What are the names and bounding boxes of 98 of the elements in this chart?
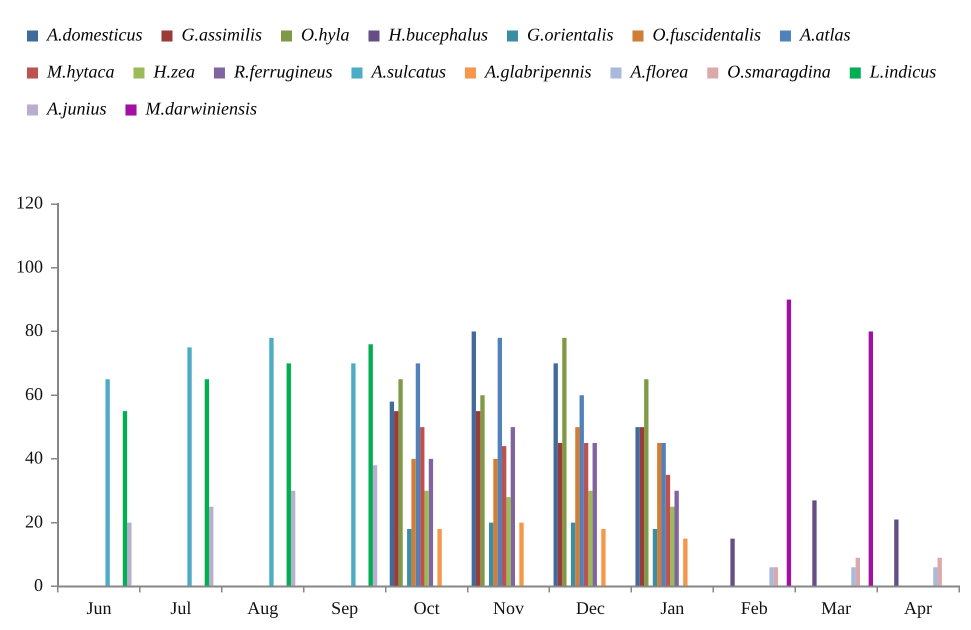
x-tick-label: Feb bbox=[740, 598, 768, 618]
bar bbox=[580, 395, 584, 586]
bar bbox=[424, 490, 429, 586]
legend-label: A.domesticus bbox=[46, 24, 142, 45]
bar bbox=[894, 519, 899, 586]
bar bbox=[411, 458, 416, 586]
bar bbox=[588, 490, 593, 586]
bar bbox=[488, 522, 494, 586]
bar bbox=[683, 538, 688, 586]
bar bbox=[812, 500, 817, 586]
bar bbox=[420, 427, 424, 586]
bar bbox=[635, 427, 640, 586]
bar bbox=[570, 522, 576, 586]
x-tick-label: Jun bbox=[86, 598, 112, 618]
bar bbox=[674, 490, 679, 586]
legend-label: L.indicus bbox=[868, 62, 936, 82]
bar bbox=[652, 529, 658, 586]
bar bbox=[416, 363, 420, 586]
bar bbox=[290, 490, 296, 586]
y-tick-label: 20 bbox=[25, 511, 43, 532]
x-tick-label: Oct bbox=[414, 598, 440, 618]
bar bbox=[657, 443, 662, 586]
bar bbox=[938, 558, 942, 586]
bar bbox=[730, 538, 735, 586]
bar bbox=[476, 411, 480, 586]
bar bbox=[554, 363, 558, 586]
bar bbox=[640, 427, 644, 586]
legend-label: A.sulcatus bbox=[370, 62, 446, 82]
legend-label: A.glabripennis bbox=[484, 62, 592, 82]
bar bbox=[437, 529, 442, 586]
bar bbox=[786, 300, 792, 586]
x-tick-label: Jan bbox=[660, 598, 684, 618]
bar bbox=[661, 443, 666, 586]
legend-label: A.florea bbox=[629, 62, 688, 82]
bar bbox=[769, 567, 774, 586]
y-tick-label: 80 bbox=[25, 320, 43, 340]
bar bbox=[670, 506, 674, 586]
bar bbox=[933, 567, 938, 586]
bar bbox=[286, 363, 291, 586]
bar bbox=[372, 465, 378, 586]
bar bbox=[105, 379, 110, 586]
bar bbox=[407, 529, 412, 586]
bar bbox=[584, 443, 588, 586]
bar bbox=[394, 411, 398, 586]
bar bbox=[666, 474, 670, 586]
bar bbox=[575, 427, 580, 586]
bar bbox=[510, 427, 516, 586]
y-tick-label: 40 bbox=[25, 448, 43, 468]
bar bbox=[644, 379, 648, 586]
legend-label: G.assimilis bbox=[181, 24, 262, 45]
bar bbox=[428, 458, 434, 586]
y-tick-label: 0 bbox=[34, 575, 43, 596]
x-tick-label: Dec bbox=[576, 598, 605, 618]
y-tick-label: 100 bbox=[16, 256, 43, 276]
legend-label: M.hytaca bbox=[46, 62, 114, 82]
legend-label: A.atlas bbox=[798, 24, 850, 45]
bar bbox=[209, 506, 214, 586]
bar bbox=[398, 379, 403, 586]
legend-label: A.junius bbox=[46, 98, 107, 119]
x-tick-label: Aug bbox=[247, 598, 278, 618]
x-tick-label: Mar bbox=[821, 598, 852, 618]
y-tick-label: 60 bbox=[25, 384, 43, 404]
bar bbox=[506, 497, 511, 586]
bar bbox=[851, 567, 856, 586]
x-tick-label: Sep bbox=[331, 598, 358, 618]
legend-label: M.darwiniensis bbox=[144, 98, 258, 119]
bar bbox=[368, 344, 373, 586]
bar bbox=[480, 395, 485, 586]
bar bbox=[502, 446, 506, 586]
bar bbox=[269, 338, 274, 586]
legend-label: H.bucephalus bbox=[387, 24, 488, 45]
legend-label: O.hyla bbox=[301, 24, 350, 45]
bar bbox=[774, 567, 778, 586]
bar bbox=[390, 402, 394, 586]
bar bbox=[562, 338, 567, 586]
bar bbox=[498, 338, 502, 586]
bar bbox=[122, 411, 128, 586]
bar bbox=[127, 522, 132, 586]
y-tick-label: 120 bbox=[16, 192, 43, 213]
bar bbox=[592, 443, 597, 586]
x-tick-label: Apr bbox=[904, 598, 932, 618]
bar bbox=[519, 522, 524, 586]
bar bbox=[558, 443, 562, 586]
bar bbox=[204, 379, 210, 586]
legend-label: G.orientalis bbox=[526, 24, 614, 45]
bar bbox=[601, 529, 606, 586]
bar bbox=[868, 331, 873, 586]
bar bbox=[856, 558, 860, 586]
bar bbox=[472, 331, 476, 586]
legend-label: O.smaragdina bbox=[727, 62, 831, 82]
legend-label: H.zea bbox=[152, 62, 195, 82]
x-tick-label: Jul bbox=[170, 598, 192, 618]
legend-label: O.fuscidentalis bbox=[652, 24, 761, 45]
legend-label: R.ferrugineus bbox=[232, 62, 332, 82]
x-tick-label: Nov bbox=[493, 598, 524, 618]
bar bbox=[187, 347, 192, 586]
bar bbox=[493, 458, 498, 586]
bar bbox=[351, 363, 356, 586]
